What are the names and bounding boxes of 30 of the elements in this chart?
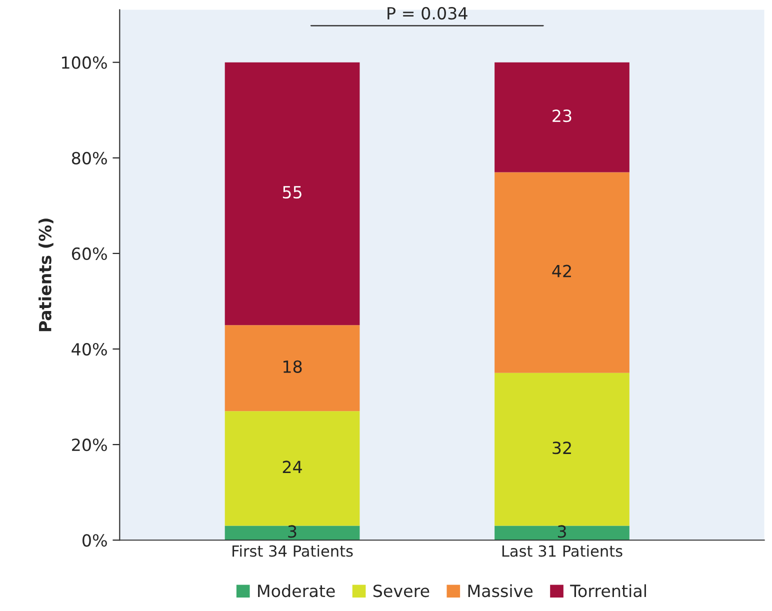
data-label: 42 <box>552 264 571 278</box>
bar <box>224 411 360 526</box>
annotation: P = 0.034 <box>388 6 468 20</box>
y-tick-label: 40% <box>72 342 107 356</box>
y-tick-label: 20% <box>72 438 107 452</box>
x-tick-label: First 34 Patients <box>232 544 353 557</box>
legend-label: Torrential <box>570 584 646 598</box>
data-label: 55 <box>282 186 302 199</box>
legend-label: Moderate <box>258 584 335 598</box>
bar <box>224 526 360 540</box>
bar <box>224 62 360 326</box>
y-tick-label: 0% <box>82 534 107 547</box>
y-tick-label: 80% <box>72 152 107 164</box>
y-tick-label: 100% <box>62 56 107 69</box>
bar <box>494 526 630 540</box>
y-axis-title: Patients (%) <box>38 218 54 332</box>
data-label: 32 <box>552 442 571 454</box>
bar <box>224 325 360 412</box>
x-tick-label: Last 31 Patients <box>502 544 622 557</box>
y-tick-label: 60% <box>72 247 107 260</box>
bar <box>494 62 630 172</box>
legend-label: Severe <box>373 584 430 598</box>
data-label: 18 <box>284 360 302 373</box>
data-label: 24 <box>282 460 302 474</box>
data-label: 23 <box>552 110 572 122</box>
data-label: 3 <box>558 525 566 538</box>
data-label: 3 <box>288 525 296 538</box>
bar <box>494 172 630 373</box>
bar <box>494 372 630 526</box>
legend-label: Massive <box>468 584 533 598</box>
